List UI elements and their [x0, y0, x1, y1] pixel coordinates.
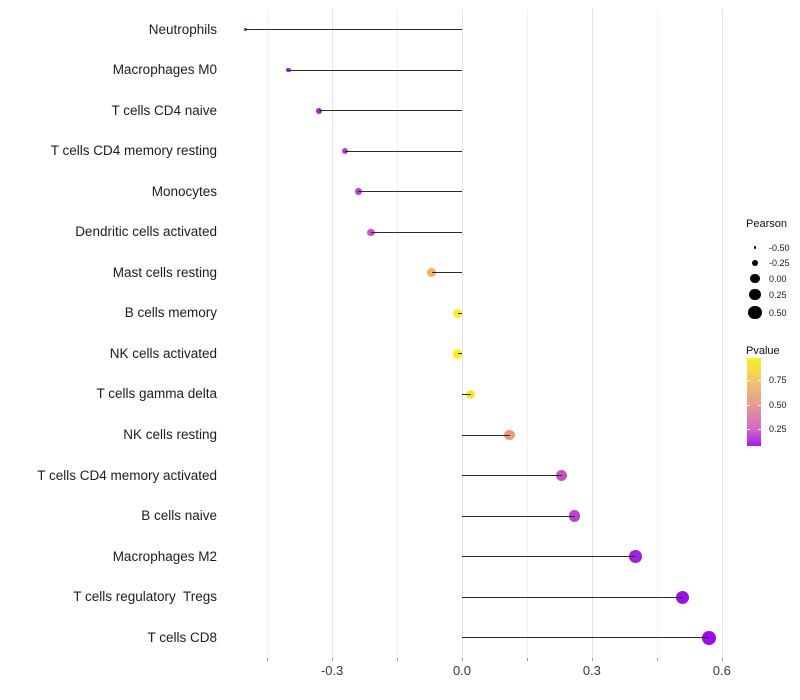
row-label: Macrophages M2 [112, 548, 217, 564]
colorbar-label: 0.50 [769, 399, 787, 410]
legend-size-label: -0.50 [769, 242, 790, 253]
grid-major-line [462, 9, 463, 658]
x-axis-tick-label: 0.6 [712, 663, 731, 678]
colorbar-label: 0.25 [769, 424, 787, 435]
legend-size-label: -0.25 [769, 258, 790, 268]
row-label: Mast cells resting [112, 264, 217, 280]
lollipop-dot [367, 228, 375, 236]
grid-minor-line [526, 9, 528, 658]
row-label: T cells CD4 memory activated [37, 467, 217, 483]
row-label: Dendritic cells activated [75, 224, 217, 240]
x-axis-tick-label: 0.0 [452, 663, 472, 678]
colorbar-tick [747, 404, 750, 406]
row-label: T cells regulatory Tregs [73, 589, 217, 605]
grid-major-line [721, 9, 723, 658]
lollipop-dot [354, 188, 362, 196]
colorbar-label: 0.75 [769, 375, 787, 385]
lollipop-stem [462, 556, 636, 558]
x-axis-tick [526, 658, 528, 661]
colorbar-tick [758, 380, 761, 381]
lollipop-dot [628, 550, 642, 563]
lollipop-stem [345, 150, 462, 152]
lollipop-stem [457, 353, 462, 355]
lollipop-dot [427, 268, 437, 278]
grid-minor-line [397, 9, 399, 658]
row-label: NK cells activated [109, 345, 217, 361]
x-axis-tick-label: 0.3 [582, 663, 601, 678]
x-axis-tick [721, 658, 723, 661]
x-axis-tick [656, 658, 658, 661]
lollipop-stem [462, 434, 510, 436]
row-label: B cells memory [124, 305, 217, 321]
row-label: Monocytes [151, 183, 217, 199]
lollipop-dot [244, 28, 247, 31]
legend-size-dot [748, 305, 762, 320]
lollipop-stem [462, 515, 575, 517]
legend-size-label: 0.00 [769, 273, 787, 284]
lollipop-dot [316, 107, 323, 114]
pvalue-colorbar [747, 358, 761, 446]
lollipop-stem [462, 637, 709, 639]
legend-size-dot [749, 288, 761, 301]
lollipop-dot [286, 67, 292, 73]
row-label: B cells naive [141, 508, 217, 524]
row-label: NK cells resting [123, 427, 217, 442]
x-axis-tick [591, 658, 593, 661]
x-axis-tick [397, 658, 399, 661]
grid-major-line [591, 9, 593, 658]
row-label: T cells CD4 memory resting [50, 143, 217, 159]
row-label: T cells CD8 [147, 629, 217, 645]
legend-pvalue-title: Pvalue [746, 345, 780, 357]
colorbar-tick [747, 380, 750, 381]
row-label: T cells gamma delta [96, 386, 217, 402]
x-axis-tick-label: -0.3 [320, 663, 344, 678]
lollipop-stem [457, 312, 462, 314]
colorbar-tick [758, 429, 761, 431]
x-axis-tick [332, 658, 334, 661]
legend-size-dot [750, 273, 760, 284]
lollipop-stem [431, 272, 462, 274]
grid-major-line [332, 9, 334, 658]
plot-panel [228, 9, 735, 658]
lollipop-stem [462, 475, 562, 477]
legend-size-label: 0.50 [769, 307, 787, 318]
row-label: Neutrophils [148, 21, 217, 37]
lollipop-stem [371, 231, 462, 233]
legend-size-label: 0.25 [769, 289, 787, 300]
legend-size-dot [751, 259, 759, 267]
colorbar-tick [758, 404, 761, 406]
lollipop-stem [462, 596, 683, 598]
row-label: T cells CD4 naive [111, 102, 217, 118]
x-axis-tick [267, 658, 269, 661]
lollipop-stem [358, 191, 462, 193]
x-axis-tick [462, 658, 463, 661]
colorbar-tick [747, 429, 750, 431]
grid-minor-line [267, 9, 269, 658]
lollipop-stem [245, 29, 462, 30]
row-label: Macrophages M0 [112, 62, 217, 78]
lollipop-stem [462, 393, 471, 395]
legend-size-dot [753, 246, 757, 249]
lollipop-stem [288, 69, 462, 71]
legend-pearson-title: Pearson [746, 218, 787, 230]
lollipop-stem [319, 110, 462, 112]
grid-minor-line [656, 9, 658, 658]
